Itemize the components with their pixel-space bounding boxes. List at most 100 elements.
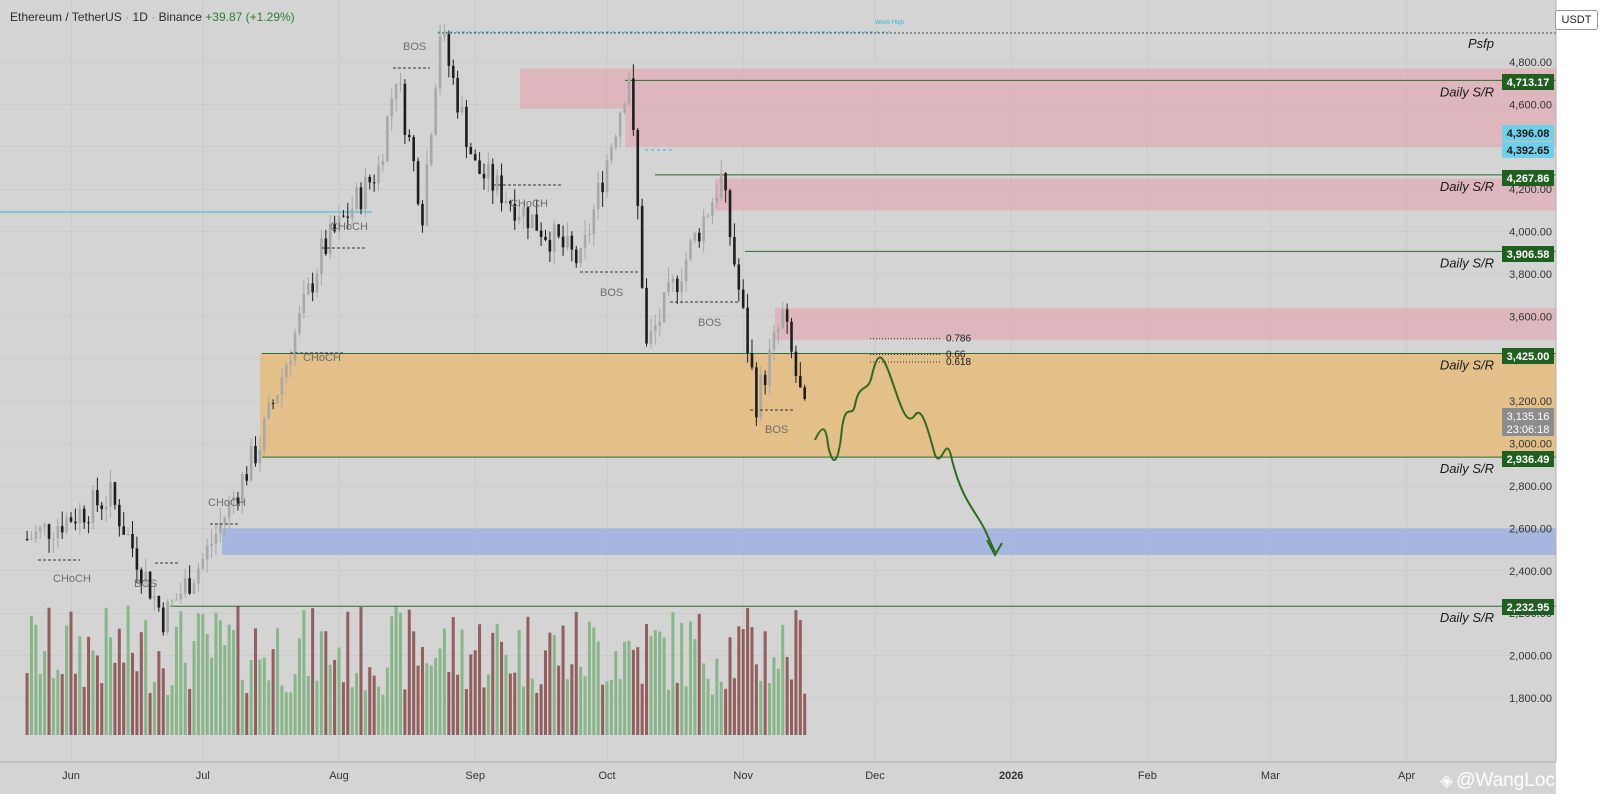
volume-bar <box>781 624 785 735</box>
candle-body <box>566 235 569 248</box>
candle-body <box>284 365 288 377</box>
volume-bar <box>697 613 701 735</box>
candle-body <box>337 215 341 232</box>
volume-bar <box>267 680 271 735</box>
candle-body <box>131 533 134 549</box>
currency-button[interactable]: USDT <box>1555 10 1598 30</box>
x-tick-label: Feb <box>1138 770 1157 782</box>
projection-arrowhead <box>986 539 1003 558</box>
volume-bar <box>684 686 688 735</box>
volume-bar <box>399 612 403 735</box>
candle-body <box>236 497 240 504</box>
candle-body <box>588 233 591 235</box>
candle-body <box>139 569 143 584</box>
volume-bar <box>754 664 758 735</box>
candle-body <box>473 154 477 161</box>
volume-bar <box>495 623 499 735</box>
volume-bar <box>289 692 293 735</box>
volume-bar <box>368 667 372 735</box>
candle-body <box>421 203 424 226</box>
candle-body <box>614 136 618 147</box>
candle-body <box>403 83 407 135</box>
price-axis-background[interactable] <box>1556 0 1621 794</box>
x-tick-label: Sep <box>465 770 485 782</box>
y-tick-label: 4,600.00 <box>1509 99 1552 111</box>
price-tag-text: 4,392.65 <box>1507 145 1550 157</box>
volume-bar <box>377 686 381 735</box>
volume-bar <box>710 694 714 735</box>
candle-body <box>30 538 33 540</box>
time-axis-background[interactable] <box>0 762 1556 794</box>
candle-body <box>386 116 389 162</box>
candle-body <box>359 187 363 210</box>
zone-supply <box>715 178 1556 211</box>
candle-body <box>412 137 415 162</box>
x-tick-label: Mar <box>1261 770 1280 782</box>
volume-bar <box>636 647 640 735</box>
candle-body <box>645 287 648 344</box>
volume-bar <box>205 633 209 735</box>
volume-bar <box>100 683 104 735</box>
symbol-name[interactable]: Ethereum / TetherUS <box>10 10 122 24</box>
volume-bar <box>117 628 121 735</box>
candle-body <box>227 501 231 518</box>
volume-bar <box>790 679 794 735</box>
volume-bar <box>249 659 253 735</box>
candle-body <box>438 36 442 89</box>
candle-body <box>328 224 332 254</box>
price-tag-text: 3,425.00 <box>1507 351 1550 363</box>
volume-bar <box>583 676 587 735</box>
interval-label[interactable]: 1D <box>132 10 148 24</box>
volume-bar <box>728 637 732 735</box>
volume-bar <box>741 629 745 735</box>
watermark: ◈ @WangLoc <box>1440 770 1555 792</box>
volume-bar <box>394 605 398 735</box>
y-tick-label: 3,000.00 <box>1509 439 1552 451</box>
candle-body <box>390 98 394 117</box>
candle-body <box>126 533 130 535</box>
candle-body <box>535 214 539 231</box>
volume-bar <box>464 688 468 735</box>
volume-bar <box>179 611 183 735</box>
candle-body <box>552 224 556 252</box>
price-labels: 4,713.17 4,396.08 4,392.65 4,267.86 3,906.58… <box>1502 74 1554 615</box>
volume-bars <box>25 605 807 735</box>
candle-body <box>276 394 279 404</box>
volume-bar <box>702 663 706 735</box>
candle-body <box>610 146 613 161</box>
candle-body <box>671 278 675 283</box>
price-tag-sr <box>1502 74 1554 90</box>
volume-bar <box>29 615 33 735</box>
volume-bar <box>469 654 473 735</box>
volume-bar <box>372 675 376 735</box>
support-resistance-layer: Daily S/R Daily S/R Daily S/R Daily S/R Dail… <box>0 20 1556 625</box>
volume-bar <box>618 679 622 735</box>
volume-bar <box>478 624 482 735</box>
candle-body <box>223 517 227 523</box>
candle-body <box>504 201 508 204</box>
candle-body <box>719 173 723 198</box>
volume-bar <box>680 622 684 735</box>
candle-body <box>144 571 147 584</box>
candle-body <box>803 387 807 399</box>
candle-body <box>517 216 521 221</box>
volume-bar <box>302 609 306 735</box>
volume-bar <box>236 605 240 735</box>
zones-layer <box>222 68 1556 555</box>
candle-body <box>755 367 758 418</box>
volume-bar <box>65 625 69 735</box>
volume-bar <box>631 649 635 735</box>
structure-annotations: BOS CHoCH CHoCH BOS CHoCH BOS BOS BOS CHoCH CHoCH <box>38 41 795 590</box>
candle-body <box>170 600 174 602</box>
fib-label: 0.618 <box>946 357 971 368</box>
volume-bar <box>473 650 477 735</box>
y-tick-label: 3,600.00 <box>1509 311 1552 323</box>
volume-bar <box>183 662 187 735</box>
candle-body <box>69 517 73 522</box>
zone-target <box>222 528 1556 555</box>
volume-bar <box>157 651 161 735</box>
candle-body <box>697 232 701 242</box>
volume-bar <box>275 628 279 735</box>
structure-label: BOS <box>698 317 721 329</box>
